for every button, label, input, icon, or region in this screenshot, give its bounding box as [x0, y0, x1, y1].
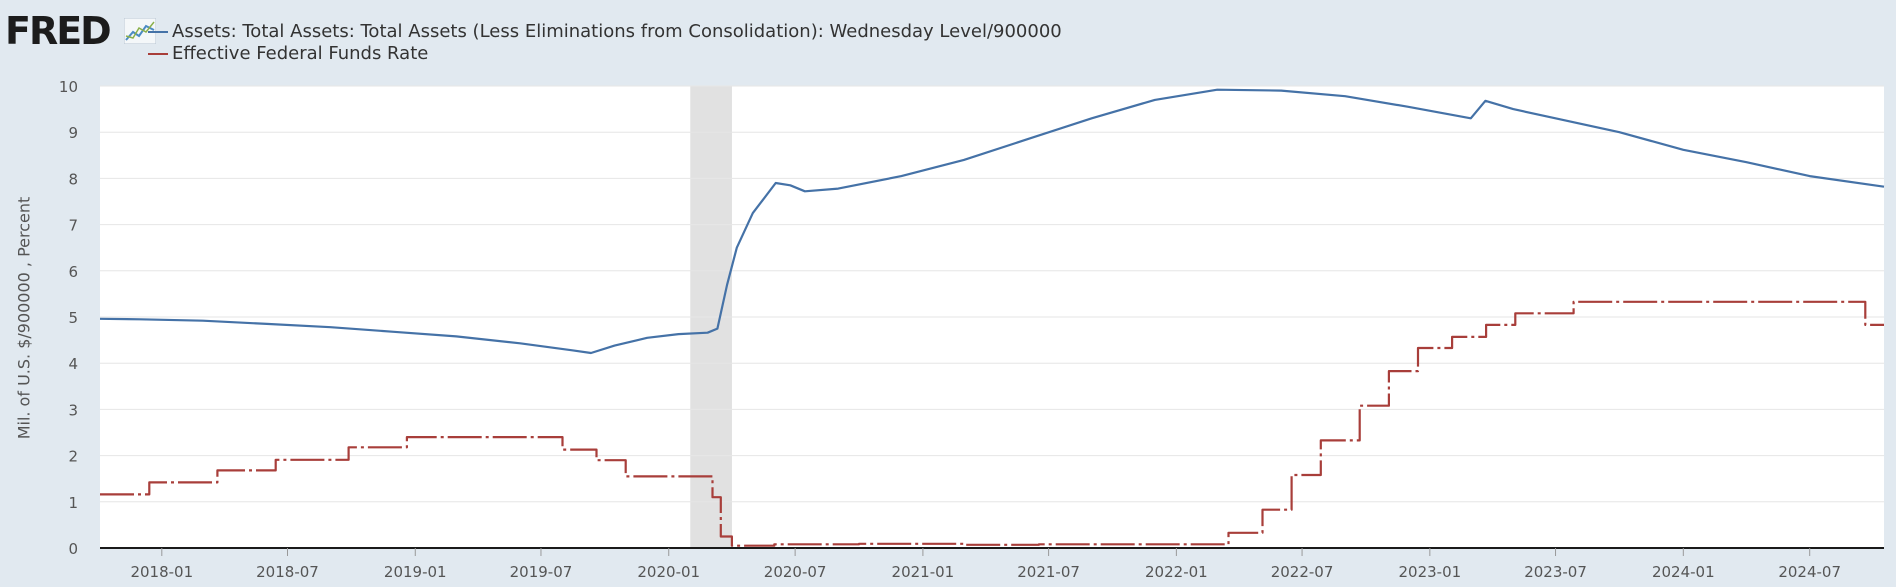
y-tick-label: 1 — [68, 494, 78, 512]
series-line-fed-funds-rate — [100, 300, 1884, 547]
x-tick-label: 2019-01 — [384, 563, 447, 581]
y-tick-label: 5 — [68, 309, 78, 327]
x-tick-label: 2023-01 — [1398, 563, 1461, 581]
x-tick-label: 2018-07 — [256, 563, 319, 581]
x-tick-label: 2020-07 — [764, 563, 827, 581]
x-tick-label: 2024-07 — [1778, 563, 1841, 581]
x-tick-label: 2024-01 — [1652, 563, 1715, 581]
x-tick-label: 2023-07 — [1524, 563, 1587, 581]
y-tick-label: 2 — [68, 448, 78, 466]
x-tick-label: 2021-01 — [892, 563, 955, 581]
series-line-total-assets — [99, 88, 1885, 355]
chart-header: FRED Assets: Total Assets: Total Assets … — [0, 0, 1896, 80]
x-tick-label: 2020-01 — [637, 563, 700, 581]
x-tick-label: 2022-01 — [1145, 563, 1208, 581]
legend-item-fed-funds-rate[interactable]: Effective Federal Funds Rate — [148, 43, 429, 65]
y-tick-label: 3 — [68, 401, 78, 419]
y-tick-label: 8 — [68, 170, 78, 188]
legend-label: Assets: Total Assets: Total Assets (Less… — [172, 21, 1062, 42]
legend-swatch — [148, 31, 168, 33]
y-tick-label: 6 — [68, 263, 78, 281]
y-tick-label: 7 — [68, 217, 78, 235]
y-tick-label: 10 — [59, 78, 78, 96]
x-tick-label: 2019-07 — [510, 563, 573, 581]
x-tick-label: 2022-07 — [1271, 563, 1334, 581]
x-tick-label: 2021-07 — [1017, 563, 1080, 581]
y-tick-label: 4 — [68, 355, 78, 373]
legend-item-total-assets[interactable]: Assets: Total Assets: Total Assets (Less… — [148, 21, 1062, 43]
y-tick-label: 9 — [68, 124, 78, 142]
legend-label: Effective Federal Funds Rate — [172, 43, 429, 64]
y-tick-label: 0 — [68, 540, 78, 558]
fred-logo: FRED — [5, 9, 112, 53]
x-tick-label: 2018-01 — [130, 563, 193, 581]
legend-swatch — [148, 53, 168, 55]
